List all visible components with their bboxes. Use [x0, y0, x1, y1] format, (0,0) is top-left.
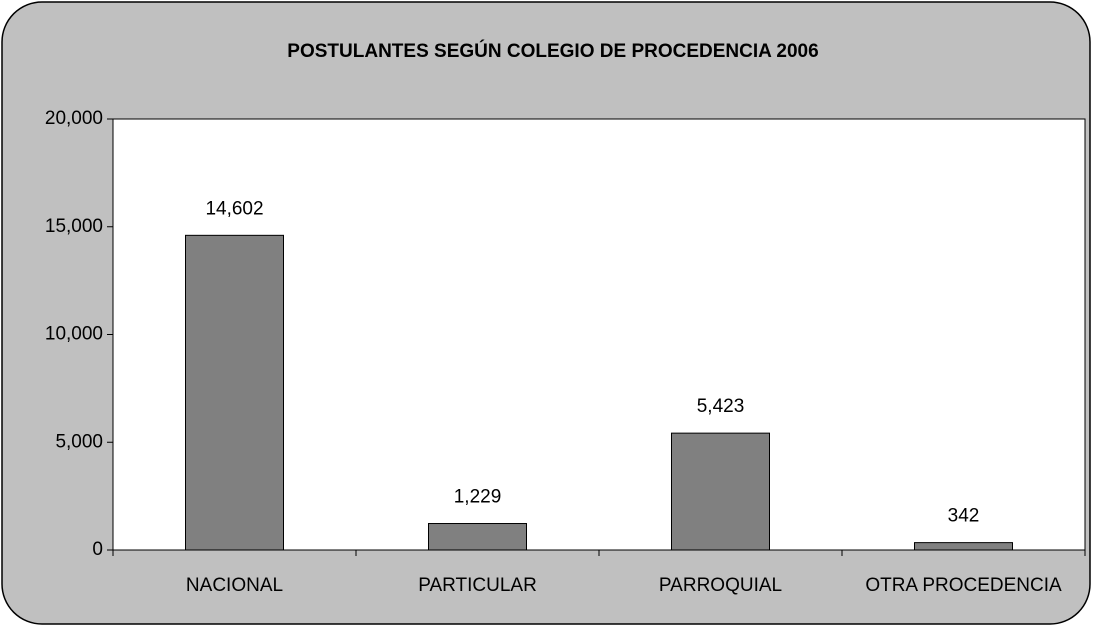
data-label: 14,602: [205, 198, 263, 219]
data-label: 342: [948, 506, 980, 527]
y-tick-label: 5,000: [55, 431, 103, 452]
data-label: 1,229: [454, 487, 502, 508]
x-tick-label: PARTICULAR: [418, 575, 537, 596]
bar: [185, 234, 284, 551]
bar: [428, 523, 527, 551]
x-tick-label: PARROQUIAL: [659, 575, 782, 596]
y-tick-label: 15,000: [45, 216, 103, 237]
y-tick-label: 10,000: [45, 324, 103, 345]
bar: [671, 432, 770, 551]
chart-title: POSTULANTES SEGÚN COLEGIO DE PROCEDENCIA…: [287, 40, 818, 62]
data-label: 5,423: [697, 396, 745, 417]
y-tick-label: 0: [92, 539, 103, 560]
x-tick-label: NACIONAL: [186, 575, 283, 596]
x-tick-label: OTRA PROCEDENCIA: [865, 575, 1062, 596]
bar: [914, 542, 1013, 551]
y-tick-label: 20,000: [45, 108, 103, 129]
